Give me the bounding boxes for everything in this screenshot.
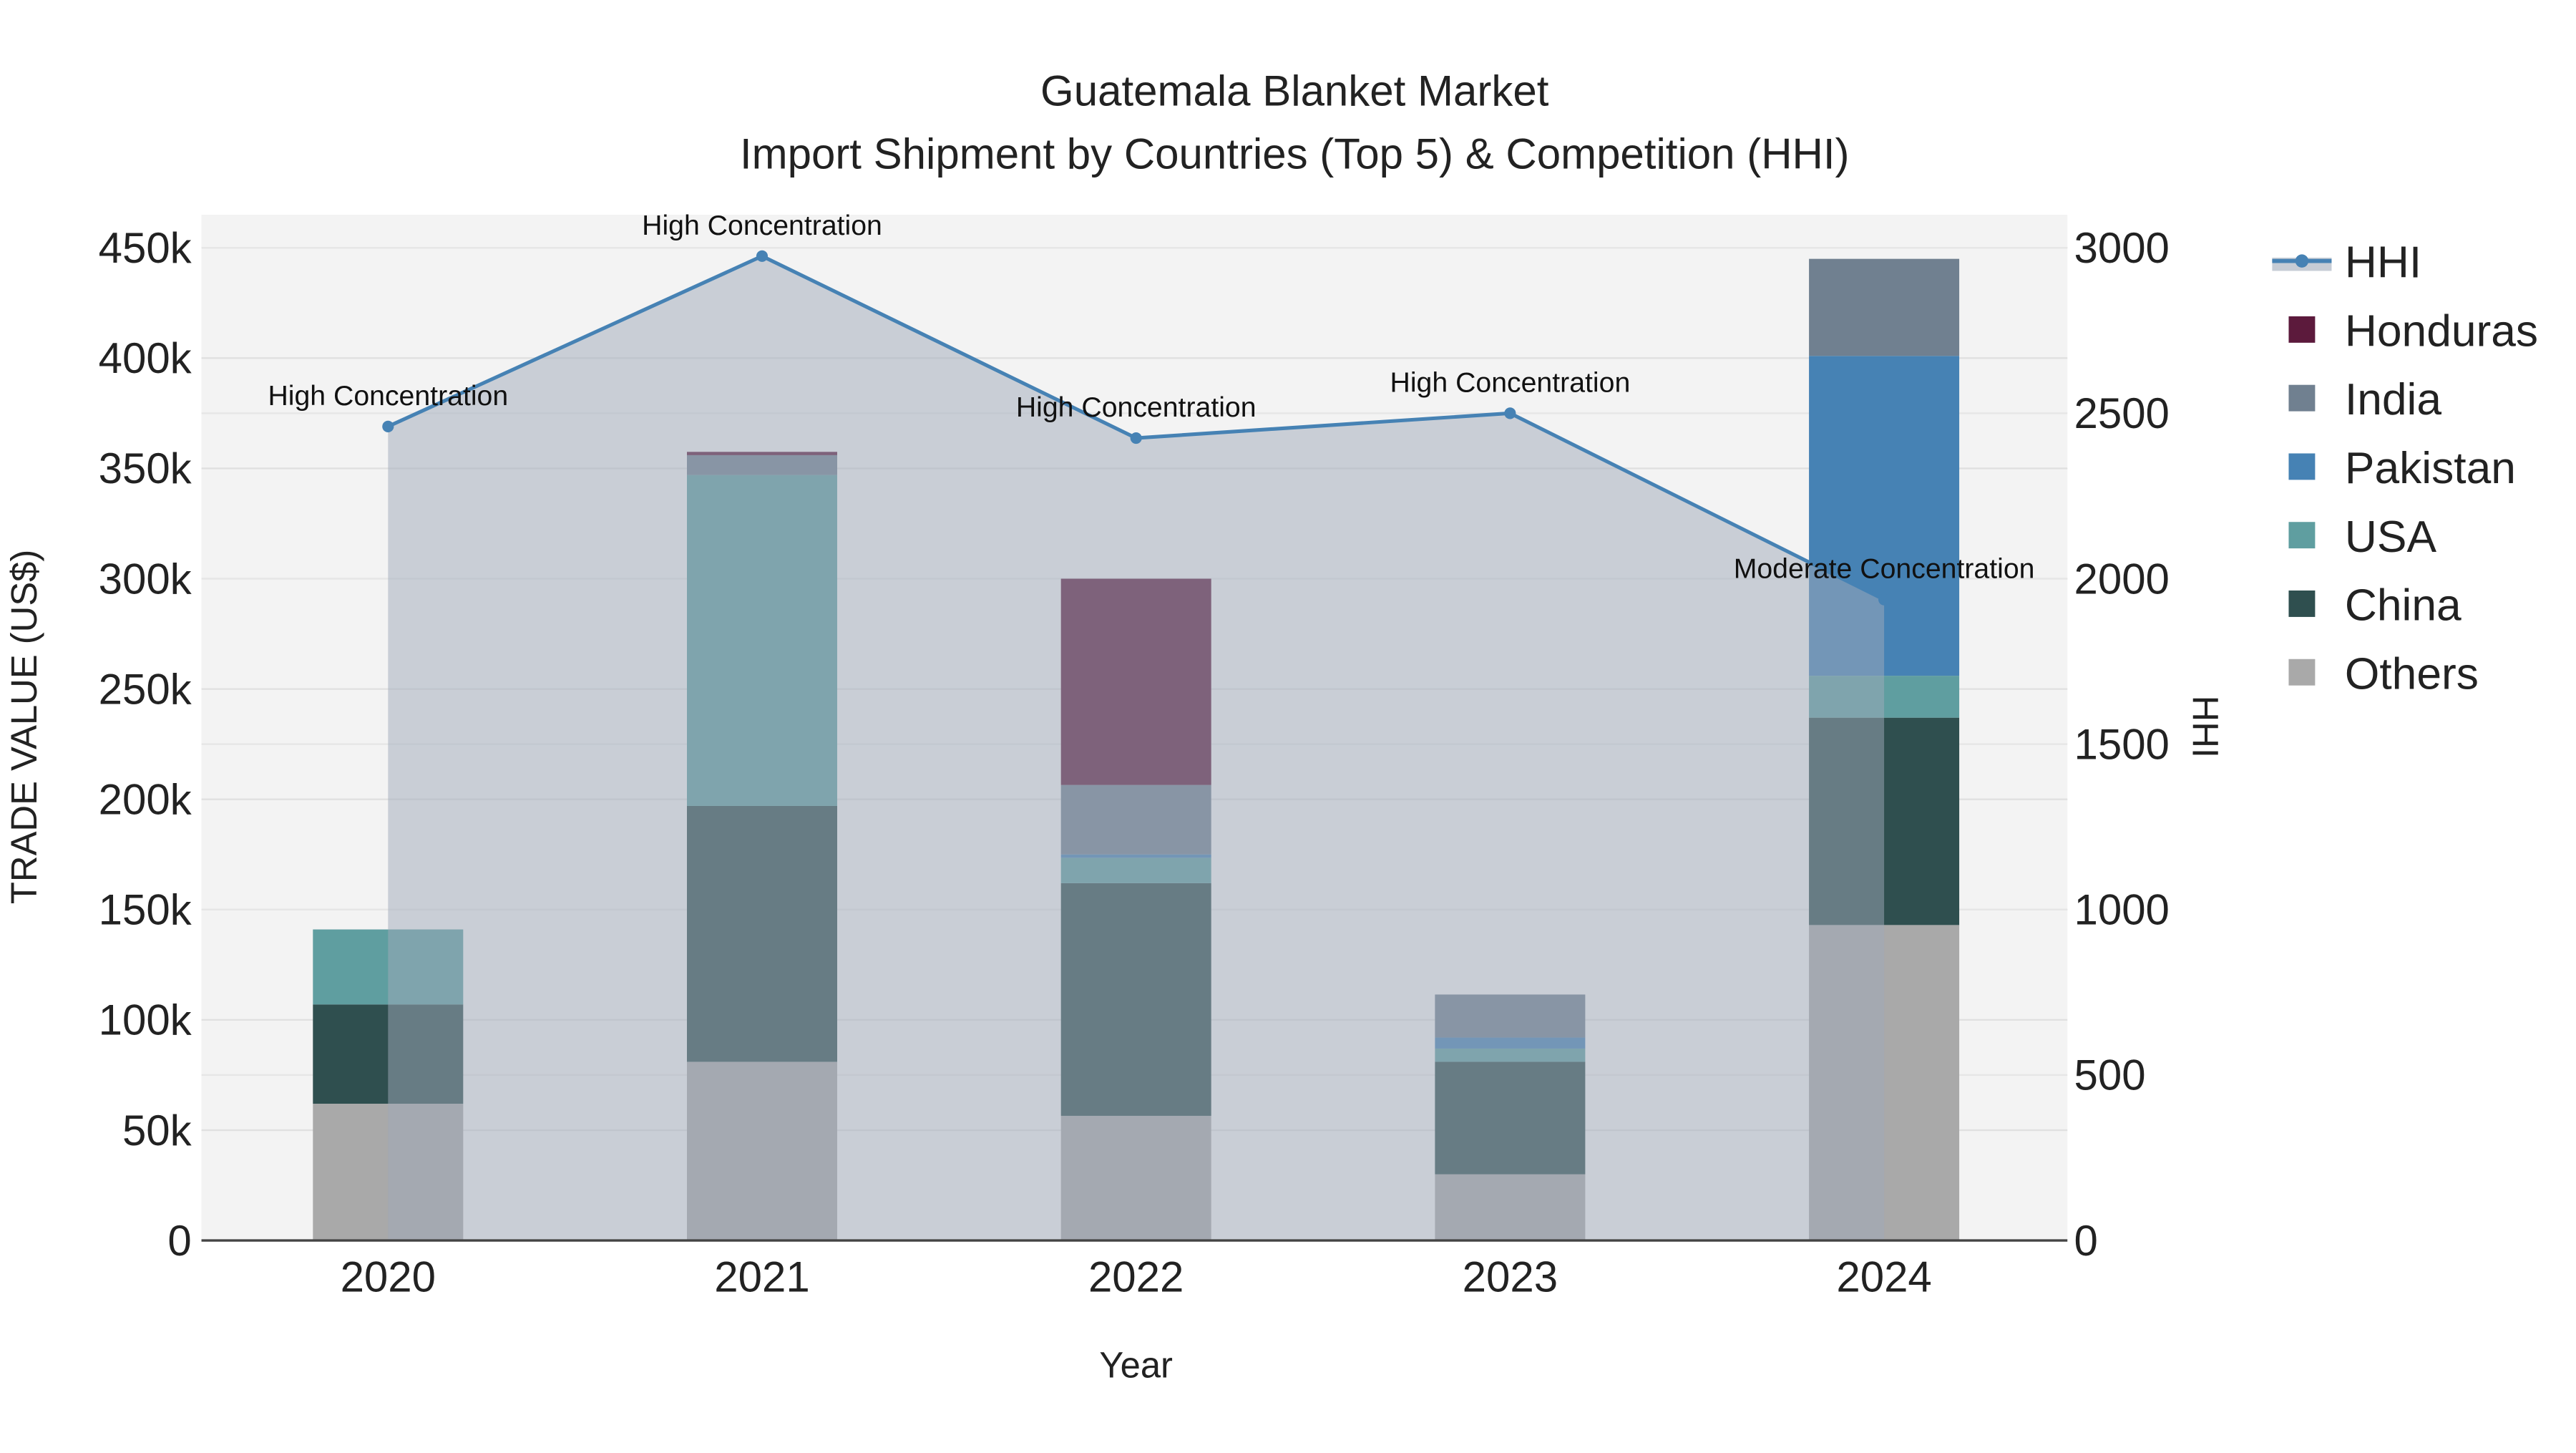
legend-item-others[interactable]: Others (2288, 649, 2479, 699)
legend-label: China (2345, 581, 2462, 631)
hhi-point (1504, 407, 1516, 419)
chart-title: Guatemala Blanket Market (1040, 67, 1549, 115)
legend-item-hhi[interactable]: HHI (2272, 238, 2421, 288)
x-tick-label: 2023 (1463, 1253, 1558, 1301)
y-tick-label: 200k (99, 775, 192, 823)
legend-swatch (2288, 591, 2316, 617)
y2-axis-title: HHI (2185, 696, 2226, 758)
legend-marker (2295, 254, 2309, 268)
y2-tick-label: 1500 (2074, 720, 2169, 768)
y2-tick-label: 1000 (2074, 886, 2169, 934)
hhi-point (756, 250, 769, 262)
x-tick-label: 2020 (341, 1253, 436, 1301)
y-tick-label: 400k (99, 334, 192, 382)
y2-tick-label: 3000 (2074, 224, 2169, 272)
hhi-annotation: High Concentration (268, 380, 508, 412)
y-axis-title: TRADE VALUE (US$) (4, 550, 44, 904)
legend-item-pakistan[interactable]: Pakistan (2288, 444, 2516, 493)
legend-label: Others (2345, 649, 2479, 699)
hhi-point (382, 420, 394, 432)
legend-item-india[interactable]: India (2288, 375, 2441, 424)
y-tick-label: 100k (99, 996, 192, 1044)
hhi-annotation: High Concentration (1390, 366, 1631, 398)
legend-label: HHI (2345, 238, 2421, 288)
legend-label: USA (2345, 512, 2437, 562)
hhi-annotation: High Concentration (1016, 392, 1257, 423)
legend-swatch (2288, 384, 2316, 412)
legend-swatch (2288, 453, 2316, 480)
y2-tick-label: 500 (2074, 1051, 2145, 1099)
x-tick-label: 2024 (1836, 1253, 1931, 1301)
y-tick-label: 450k (99, 224, 192, 272)
y-tick-label: 250k (99, 665, 192, 713)
y2-tick-label: 0 (2074, 1217, 2097, 1265)
x-axis-title: Year (1099, 1345, 1173, 1386)
legend-label: India (2345, 375, 2441, 424)
y2-tick-label: 2000 (2074, 555, 2169, 603)
y-tick-label: 350k (99, 444, 192, 492)
hhi-point (1130, 432, 1142, 444)
y-tick-label: 50k (122, 1107, 192, 1155)
legend-swatch (2288, 522, 2316, 549)
x-tick-label: 2022 (1088, 1253, 1184, 1301)
legend-swatch (2288, 316, 2316, 343)
x-tick-label: 2021 (714, 1253, 809, 1301)
legend-item-china[interactable]: China (2288, 581, 2462, 631)
hhi-point (1878, 593, 1890, 606)
legend-swatch (2288, 659, 2316, 686)
y-tick-label: 300k (99, 555, 192, 603)
legend-label: Pakistan (2345, 444, 2516, 493)
hhi-annotation: High Concentration (642, 210, 882, 241)
legend-label: Honduras (2345, 306, 2538, 356)
legend-item-usa[interactable]: USA (2288, 512, 2436, 562)
hhi-area (388, 256, 1885, 1241)
y-tick-label: 150k (99, 886, 192, 934)
chart-subtitle: Import Shipment by Countries (Top 5) & C… (740, 130, 1850, 178)
hhi-annotation: Moderate Concentration (1734, 553, 2035, 585)
bar-india-2024 (1809, 258, 1960, 356)
legend-item-honduras[interactable]: Honduras (2288, 306, 2538, 356)
y-tick-label: 0 (167, 1217, 191, 1265)
y2-tick-label: 2500 (2074, 389, 2169, 437)
